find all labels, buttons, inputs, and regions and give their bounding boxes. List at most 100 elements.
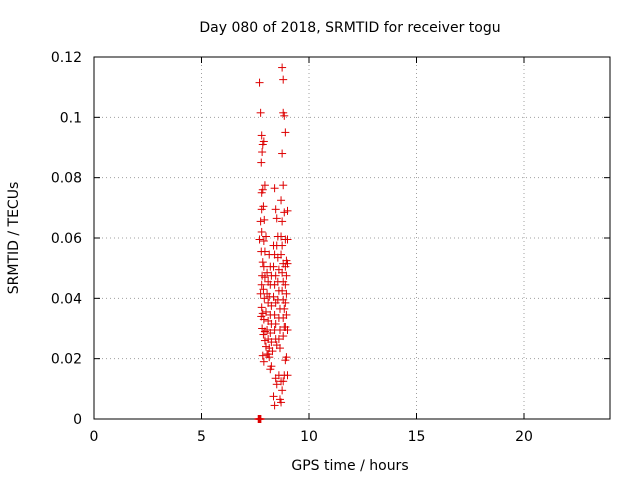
data-point bbox=[281, 280, 290, 289]
data-point bbox=[272, 380, 281, 389]
chart-title: Day 080 of 2018, SRMTID for receiver tog… bbox=[199, 20, 500, 36]
x-tick-label: 5 bbox=[197, 429, 206, 445]
x-tick-label: 10 bbox=[300, 429, 318, 445]
data-point bbox=[268, 347, 277, 356]
data-point bbox=[271, 319, 280, 328]
data-point bbox=[265, 353, 274, 362]
data-point bbox=[282, 289, 291, 298]
data-point bbox=[267, 301, 276, 310]
data-point bbox=[257, 227, 266, 236]
data-point bbox=[257, 131, 266, 140]
y-tick-label: 0.08 bbox=[51, 171, 82, 187]
y-tick-label: 0.02 bbox=[51, 352, 82, 368]
data-point bbox=[258, 185, 267, 194]
data-point bbox=[282, 271, 291, 280]
y-tick-label: 0.12 bbox=[51, 50, 82, 66]
data-point bbox=[260, 294, 269, 303]
data-point-zero bbox=[256, 415, 265, 423]
data-point bbox=[267, 338, 276, 347]
x-tick-label: 0 bbox=[90, 429, 99, 445]
data-point bbox=[260, 181, 269, 190]
data-point bbox=[278, 217, 287, 226]
data-point bbox=[258, 258, 267, 267]
data-point bbox=[259, 137, 268, 146]
y-tick-label: 0.06 bbox=[51, 231, 82, 247]
data-point bbox=[277, 232, 286, 241]
y-tick-label: 0 bbox=[73, 412, 82, 428]
data-point bbox=[275, 326, 284, 335]
data-point bbox=[262, 232, 270, 241]
y-axis-label: SRMTID / TECUs bbox=[6, 182, 22, 295]
data-point bbox=[278, 386, 287, 395]
data-point bbox=[272, 214, 281, 223]
data-point bbox=[258, 148, 267, 157]
data-point bbox=[279, 332, 288, 341]
data-point bbox=[271, 271, 280, 280]
data-point bbox=[256, 217, 265, 226]
data-point bbox=[259, 237, 268, 246]
data-point bbox=[269, 292, 278, 301]
data-point bbox=[277, 196, 286, 205]
data-point bbox=[283, 206, 292, 215]
data-points bbox=[254, 63, 292, 423]
data-point bbox=[277, 398, 286, 407]
plot-border bbox=[93, 56, 611, 420]
data-point bbox=[281, 298, 290, 307]
data-point bbox=[278, 268, 287, 277]
x-tick-label: 20 bbox=[515, 429, 533, 445]
grid-lines bbox=[94, 57, 610, 419]
data-point bbox=[259, 202, 268, 211]
data-point bbox=[281, 128, 290, 137]
data-point bbox=[267, 362, 276, 371]
data-point bbox=[259, 315, 268, 324]
data-point bbox=[282, 353, 291, 362]
data-point bbox=[259, 330, 268, 339]
data-point bbox=[271, 205, 280, 214]
data-point bbox=[270, 310, 279, 319]
data-point bbox=[269, 262, 278, 271]
data-point bbox=[260, 273, 269, 282]
data-point bbox=[280, 208, 289, 217]
data-point bbox=[278, 149, 287, 158]
y-tick-label: 0.1 bbox=[60, 110, 82, 126]
data-point bbox=[259, 285, 268, 294]
data-point bbox=[278, 241, 287, 250]
data-point bbox=[262, 342, 270, 351]
y-tick-label: 0.04 bbox=[51, 291, 82, 307]
data-point bbox=[275, 344, 284, 353]
data-point bbox=[263, 268, 272, 277]
x-tick-label: 15 bbox=[408, 429, 426, 445]
data-point bbox=[270, 184, 279, 193]
data-point bbox=[278, 286, 287, 295]
x-axis-label: GPS time / hours bbox=[291, 458, 408, 474]
tick-labels: 0 5 10 15 20 0 0.02 0.04 0.06 0.08 0.1 0.12 bbox=[51, 50, 533, 445]
data-point bbox=[258, 351, 267, 360]
data-point bbox=[256, 108, 265, 117]
data-point bbox=[255, 78, 264, 87]
data-point bbox=[283, 371, 292, 380]
data-point bbox=[260, 336, 269, 345]
data-point bbox=[269, 392, 278, 401]
data-point bbox=[262, 307, 270, 316]
data-point bbox=[278, 63, 287, 72]
data-point bbox=[279, 181, 288, 190]
data-point bbox=[283, 235, 292, 244]
data-point bbox=[274, 335, 283, 344]
data-point bbox=[283, 259, 292, 268]
data-point bbox=[280, 304, 289, 313]
data-point bbox=[266, 329, 275, 338]
data-point bbox=[283, 326, 292, 335]
data-point bbox=[260, 215, 269, 224]
data-point bbox=[257, 158, 266, 167]
data-point bbox=[277, 250, 286, 259]
data-point bbox=[260, 247, 269, 256]
data-point bbox=[257, 280, 266, 289]
data-point bbox=[259, 357, 268, 366]
data-point bbox=[282, 310, 291, 319]
data-point bbox=[270, 401, 279, 410]
data-point bbox=[280, 111, 289, 120]
axes bbox=[93, 56, 611, 420]
data-point bbox=[279, 377, 288, 386]
